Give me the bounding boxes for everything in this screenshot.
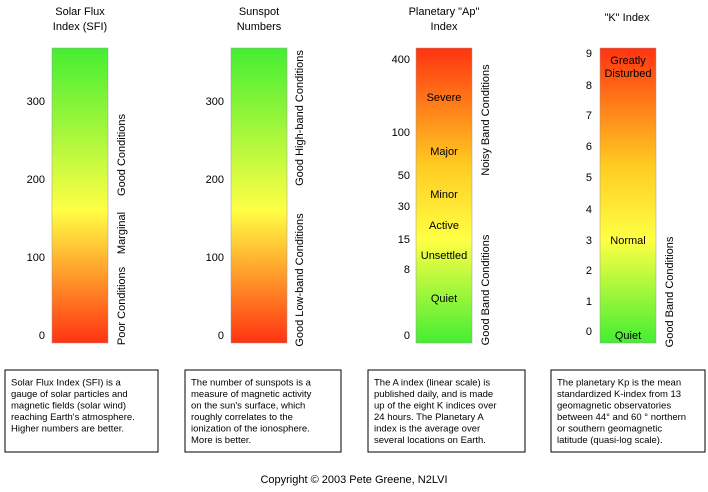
panel-title: "K" Index	[604, 12, 650, 24]
condition-label: Noisy Band Conditions	[480, 64, 492, 176]
description-line: standardized K-index from 13	[557, 389, 681, 400]
description-box	[184, 369, 342, 453]
description-line: index is the average over	[374, 424, 480, 435]
condition-label: Marginal	[116, 212, 128, 254]
description-line: published daily, and is made	[374, 389, 493, 400]
bar-label: Unsettled	[421, 250, 467, 262]
panel-title: Solar Flux	[55, 6, 105, 18]
panel-title: Planetary "Ap"	[409, 6, 480, 18]
tick-label: 15	[398, 234, 410, 246]
scale-bar	[599, 47, 657, 344]
tick-label: 200	[206, 174, 224, 186]
scale-bar	[415, 47, 473, 344]
bar-label: Minor	[430, 189, 458, 201]
description-line: 24 hours. The Planetary A	[374, 412, 484, 423]
description-line: Solar Flux Index (SFI) is a	[11, 378, 122, 389]
condition-label: Good Band Conditions	[664, 236, 676, 347]
tick-label: 6	[586, 141, 592, 153]
bar-label: Normal	[610, 235, 645, 247]
tick-label: 0	[586, 326, 592, 338]
tick-label: 3	[586, 235, 592, 247]
tick-label: 4	[586, 204, 592, 216]
condition-label: Good Band Conditions	[480, 234, 492, 345]
description-box	[4, 369, 159, 453]
tick-label: 9	[586, 48, 592, 60]
tick-label: 300	[206, 96, 224, 108]
description-line: reaching Earth's atmosphere.	[11, 412, 135, 423]
tick-label: 5	[586, 172, 592, 184]
tick-label: 400	[392, 54, 410, 66]
description-line: several locations on Earth.	[374, 435, 486, 446]
description-box	[367, 369, 526, 453]
description-line: The planetary Kp is the mean	[557, 378, 681, 389]
tick-label: 200	[27, 174, 45, 186]
description-box	[550, 369, 706, 453]
tick-label: 30	[398, 201, 410, 213]
tick-label: 1	[586, 296, 592, 308]
description-line: ionization of the ionosphere.	[191, 424, 310, 435]
bar-label: Greatly	[610, 55, 646, 67]
description-line: gauge of solar particles and	[11, 389, 128, 400]
copyright: Copyright © 2003 Pete Greene, N2LVI	[260, 474, 447, 486]
description-line: Higher numbers are better.	[11, 424, 124, 435]
description-line: on the sun's surface, which	[191, 401, 305, 412]
description-line: roughly correlates to the	[191, 412, 293, 423]
description-line: latitude (quasi-log scale).	[557, 435, 663, 446]
tick-label: 100	[27, 252, 45, 264]
description-line: magnetic fields (solar wind)	[11, 401, 126, 412]
description-line: up of the eight K indices over	[374, 401, 497, 412]
tick-label: 8	[586, 80, 592, 92]
tick-label: 300	[27, 96, 45, 108]
tick-label: 2	[586, 265, 592, 277]
tick-label: 0	[39, 330, 45, 342]
bar-label: Quiet	[431, 293, 457, 305]
panel-title: Sunspot	[239, 6, 279, 18]
bar-label: Major	[430, 146, 458, 158]
bar-label: Active	[429, 220, 459, 232]
description-line: geomagnetic observatories	[557, 401, 671, 412]
panel-title: Index	[431, 21, 458, 33]
tick-label: 0	[218, 330, 224, 342]
condition-label: Good Conditions	[116, 114, 128, 196]
description-line: The A index (linear scale) is	[374, 378, 490, 389]
tick-label: 0	[404, 330, 410, 342]
tick-label: 50	[398, 170, 410, 182]
description-line: The number of sunspots is a	[191, 378, 312, 389]
description-line: measure of magnetic activity	[191, 389, 312, 400]
tick-label: 100	[392, 127, 410, 139]
condition-label: Poor Conditions	[116, 266, 128, 345]
tick-label: 8	[404, 264, 410, 276]
bar-label: Severe	[427, 92, 462, 104]
bar-label: Quiet	[615, 330, 641, 342]
panel-title: Index (SFI)	[53, 21, 107, 33]
description-line: or southern geomagnetic	[557, 424, 662, 435]
tick-label: 100	[206, 252, 224, 264]
condition-label: Good Low-band Conditions	[294, 213, 306, 347]
scale-bar	[51, 47, 109, 344]
tick-label: 7	[586, 110, 592, 122]
condition-label: Good High-band Conditions	[294, 50, 306, 186]
bar-label: Disturbed	[604, 68, 651, 80]
scale-bar	[230, 47, 288, 344]
description-line: More is better.	[191, 435, 251, 446]
panel-title: Numbers	[237, 21, 282, 33]
description-line: between 44° and 60 ° northern	[557, 412, 686, 423]
